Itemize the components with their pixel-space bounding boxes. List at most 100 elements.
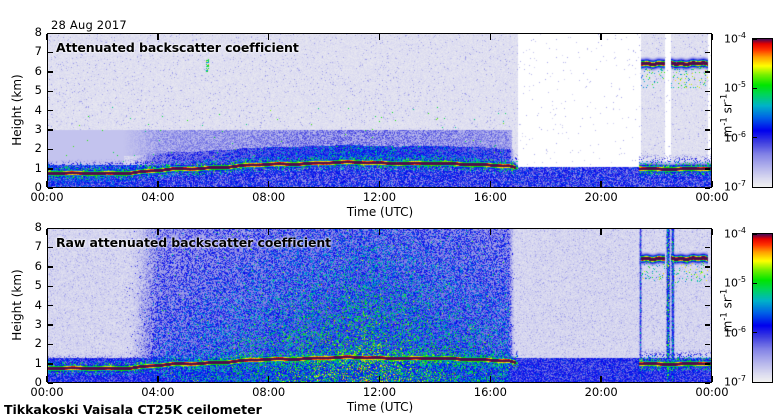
xtick-bottom-attenuated-5	[600, 181, 602, 187]
cbar-tick-label-raw-0: 10-4	[724, 226, 746, 241]
cbar-tick-attenuated-2	[753, 137, 757, 139]
ytick-right-raw-2	[705, 343, 710, 346]
ytick-label-attenuated-7: 7	[34, 44, 42, 59]
ytick-right-raw-8	[705, 227, 710, 229]
xtick-raw-6	[711, 229, 713, 235]
xtick-label-attenuated-3: 12:00	[362, 190, 397, 204]
plot-area-attenuated[interactable]	[47, 33, 712, 188]
cbar-tick-raw-1	[753, 282, 757, 285]
xtick-label-attenuated-5: 20:00	[584, 190, 618, 204]
ytick-attenuated-6	[48, 71, 53, 73]
xtick-bottom-attenuated-1	[157, 181, 159, 187]
cbar-tick-label-attenuated-2: 10-6	[724, 129, 746, 145]
cbar-tick-raw-2	[753, 332, 757, 334]
ytick-label-raw-6: 6	[34, 258, 42, 273]
xtick-attenuated-6	[711, 34, 713, 40]
ytick-right-raw-3	[705, 324, 710, 326]
cbar-tick-attenuated-0	[753, 38, 757, 40]
ytick-raw-3	[48, 324, 53, 326]
cbar-tick-attenuated-3	[753, 186, 757, 188]
cbar-tick-label-attenuated-3: 10-7	[724, 179, 746, 194]
ytick-label-raw-1: 1	[34, 355, 42, 370]
ytick-attenuated-5	[48, 90, 53, 93]
xtick-attenuated-2	[267, 34, 270, 40]
ytick-label-raw-3: 3	[34, 316, 42, 331]
ytick-right-attenuated-4	[705, 110, 710, 112]
xtick-bottom-raw-5	[600, 376, 602, 382]
xtick-label-raw-1: 04:00	[141, 385, 175, 399]
ytick-attenuated-4	[48, 110, 53, 112]
ytick-right-attenuated-8	[705, 32, 710, 34]
ytick-label-attenuated-3: 3	[34, 121, 42, 136]
xtick-bottom-raw-4	[489, 376, 492, 382]
cbar-tick-label-attenuated-1: 10-5	[724, 80, 746, 95]
xtick-attenuated-1	[157, 34, 159, 40]
colorbar-gradient-attenuated	[753, 39, 772, 187]
cbar-tick-label-raw-2: 10-6	[724, 324, 746, 340]
cbar-tick-raw-0	[753, 233, 757, 235]
cbar-tick-raw-3	[753, 381, 757, 383]
ytick-raw-2	[48, 343, 53, 346]
xtick-bottom-raw-2	[267, 376, 270, 382]
ytick-label-raw-2: 2	[34, 336, 42, 351]
heatmap-attenuated	[48, 34, 711, 187]
ytick-raw-0	[48, 382, 53, 384]
xtick-bottom-raw-6	[711, 376, 713, 382]
ytick-label-attenuated-8: 8	[34, 25, 42, 39]
xtick-bottom-raw-1	[157, 376, 159, 382]
ytick-attenuated-2	[48, 148, 53, 151]
ytick-raw-6	[48, 266, 53, 268]
xtick-label-attenuated-0: 00:00	[30, 190, 64, 204]
xtick-label-attenuated-6: 00:00	[695, 190, 729, 204]
ytick-label-raw-5: 5	[34, 278, 42, 293]
date-label: 28 Aug 2017	[51, 18, 127, 32]
panel-title-attenuated: Attenuated backscatter coefficient	[56, 40, 299, 55]
ytick-raw-4	[48, 305, 53, 307]
xtick-bottom-attenuated-3	[378, 181, 381, 187]
ytick-label-raw-4: 4	[34, 297, 42, 312]
footer-caption: Tikkakoski Vaisala CT25K ceilometer	[4, 402, 262, 417]
ytick-label-attenuated-1: 1	[34, 160, 42, 175]
colorbar-gradient-raw	[753, 234, 772, 382]
xtick-bottom-attenuated-6	[711, 181, 713, 187]
cbar-tick-attenuated-1	[753, 87, 757, 90]
ytick-attenuated-1	[48, 168, 53, 170]
cbar-tick-label-attenuated-0: 10-4	[724, 31, 746, 46]
ytick-label-raw-8: 8	[34, 220, 42, 234]
x-axis-label-raw: Time (UTC)	[346, 400, 414, 414]
xtick-raw-2	[267, 229, 270, 235]
ytick-label-attenuated-2: 2	[34, 141, 42, 156]
xtick-raw-5	[600, 229, 602, 235]
ytick-right-attenuated-6	[705, 71, 710, 73]
ytick-right-attenuated-0	[705, 187, 710, 189]
xtick-bottom-raw-3	[378, 376, 381, 382]
ytick-raw-5	[48, 285, 53, 288]
ytick-right-attenuated-2	[705, 148, 710, 151]
xtick-label-raw-5: 20:00	[584, 385, 618, 399]
ytick-label-raw-0: 0	[34, 375, 42, 389]
cbar-tick-label-raw-1: 10-5	[724, 275, 746, 290]
ytick-right-attenuated-7	[705, 51, 710, 54]
ytick-label-raw-7: 7	[34, 239, 42, 254]
ytick-right-raw-0	[705, 382, 710, 384]
xtick-label-raw-3: 12:00	[362, 385, 397, 399]
ytick-raw-1	[48, 363, 53, 365]
ytick-right-raw-6	[705, 266, 710, 268]
ytick-attenuated-7	[48, 51, 53, 54]
colorbar-raw	[752, 233, 773, 383]
x-axis-label-attenuated: Time (UTC)	[346, 205, 414, 219]
ytick-raw-8	[48, 227, 53, 229]
xtick-bottom-attenuated-0	[46, 181, 48, 187]
xtick-attenuated-4	[489, 34, 492, 40]
ytick-raw-7	[48, 246, 53, 249]
xtick-raw-1	[157, 229, 159, 235]
xtick-bottom-attenuated-4	[489, 181, 492, 187]
heatmap-raw	[48, 229, 711, 382]
ytick-label-attenuated-0: 0	[34, 180, 42, 194]
xtick-label-attenuated-1: 04:00	[141, 190, 175, 204]
plot-area-raw[interactable]	[47, 228, 712, 383]
xtick-bottom-attenuated-2	[267, 181, 270, 187]
xtick-attenuated-5	[600, 34, 602, 40]
xtick-label-attenuated-2: 08:00	[252, 190, 286, 204]
